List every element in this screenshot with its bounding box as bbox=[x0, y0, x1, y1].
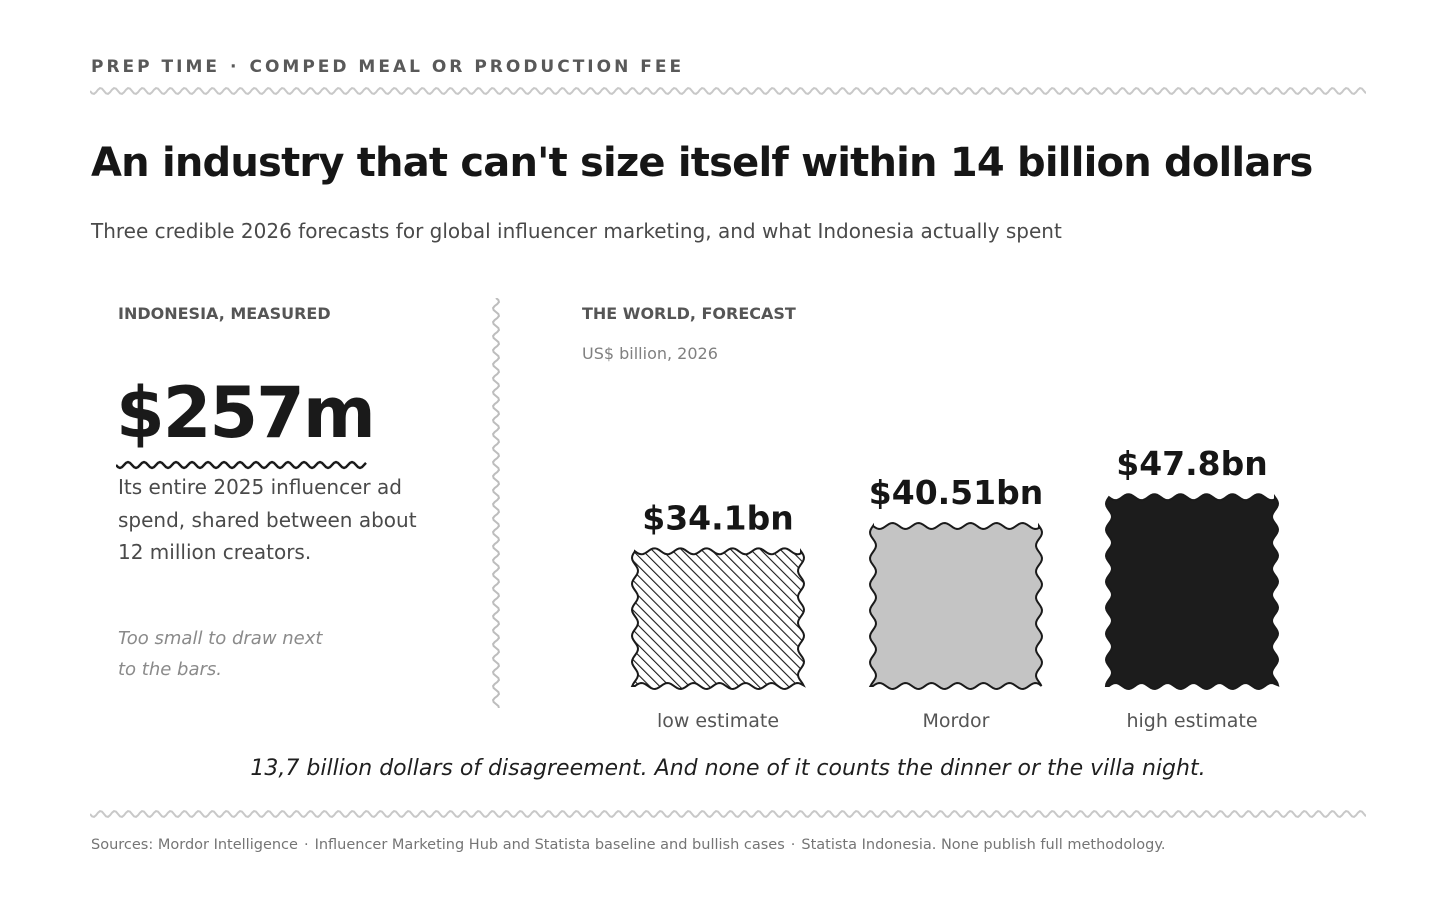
bottom-wavy-rule bbox=[90, 809, 1366, 819]
category-label: Mordor bbox=[923, 710, 990, 732]
source-item: Influencer Marketing Hub and Statista ba… bbox=[314, 837, 785, 853]
indonesia-figure: $257m bbox=[116, 372, 376, 454]
kicker: PREP TIME · COMPED MEAL OR PRODUCTION FEE bbox=[91, 57, 684, 77]
takeaway: 13,7 billion dollars of disagreement. An… bbox=[250, 756, 1206, 781]
indonesia-description: Its entire 2025 influencer ad spend, sha… bbox=[118, 475, 417, 564]
figure-underline bbox=[116, 460, 367, 470]
kicker-left: PREP TIME bbox=[91, 57, 220, 77]
category-label: low estimate bbox=[657, 710, 779, 732]
indonesia-note: Too small to draw next to the bars. bbox=[118, 628, 323, 680]
page-title: An industry that can't size itself withi… bbox=[91, 140, 1313, 186]
bar-value-label: $34.1bn bbox=[642, 498, 794, 537]
bar-value-label: $47.8bn bbox=[1116, 444, 1268, 483]
source-item: Sources: Mordor Intelligence bbox=[91, 837, 298, 853]
bar-mordor bbox=[868, 521, 1043, 690]
bar-high-estimate bbox=[1104, 493, 1280, 690]
wavy-divider bbox=[491, 298, 501, 708]
bar-low-estimate bbox=[630, 547, 806, 690]
world-label: THE WORLD, FORECAST bbox=[582, 304, 796, 323]
bar-value-label: $40.51bn bbox=[869, 473, 1043, 512]
indonesia-label: INDONESIA, MEASURED bbox=[118, 304, 331, 323]
source-separator: · bbox=[303, 837, 309, 853]
chart-unit-label: US$ billion, 2026 bbox=[582, 344, 718, 363]
source-separator: · bbox=[790, 837, 796, 853]
sources: Sources: Mordor Intelligence · Influencer … bbox=[91, 837, 1165, 853]
kicker-right: COMPED MEAL OR PRODUCTION FEE bbox=[249, 57, 685, 77]
source-item: Statista Indonesia. None publish full me… bbox=[801, 837, 1166, 853]
category-label: high estimate bbox=[1126, 710, 1257, 732]
forecast-bar-chart: $34.1bn low estimate $40.51bn Mordor $47.8bn… bbox=[630, 444, 1280, 732]
kicker-separator: · bbox=[230, 57, 240, 77]
top-wavy-rule bbox=[90, 86, 1366, 96]
page-subtitle: Three credible 2026 forecasts for global… bbox=[91, 219, 1062, 243]
